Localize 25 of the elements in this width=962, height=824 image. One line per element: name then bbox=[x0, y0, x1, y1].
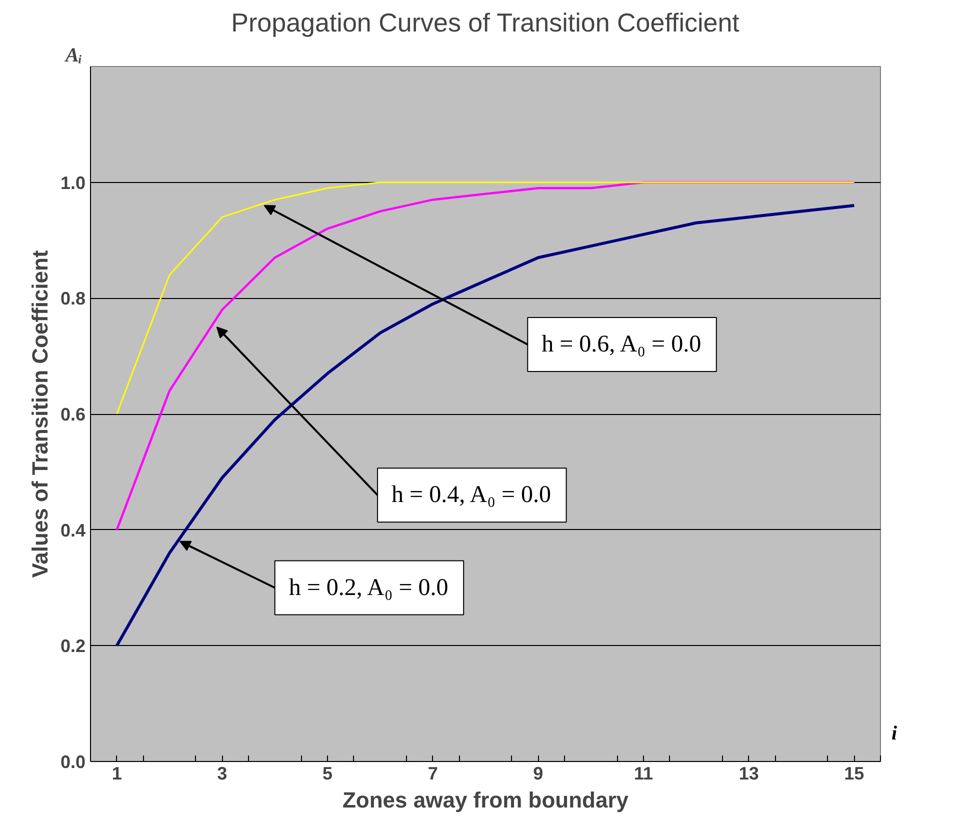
y-tick-label: 0.0 bbox=[60, 752, 86, 772]
y-tick-label: 0.8 bbox=[60, 288, 86, 309]
y-tick-label: 1.0 bbox=[60, 172, 86, 193]
y-tick-label: 0.4 bbox=[60, 520, 86, 540]
annotation: h = 0.2, A₀ = 0.0 bbox=[288, 574, 448, 601]
line-series bbox=[116, 182, 855, 415]
line-series bbox=[116, 181, 856, 531]
x-tick-label: 15 bbox=[844, 764, 864, 784]
x-tick-label: 5 bbox=[322, 764, 333, 784]
y-tick-label: 0.2 bbox=[60, 636, 86, 656]
annotation: h = 0.4, A₀ = 0.0 bbox=[392, 482, 551, 508]
annotation: h = 0.6, A₀ = 0.0 bbox=[542, 332, 702, 358]
x-tick-label: 11 bbox=[634, 764, 654, 784]
x-tick-label: 3 bbox=[217, 764, 228, 784]
x-axis-title: Zones away from boundary bbox=[342, 788, 630, 812]
y-tick-label: 0.6 bbox=[60, 404, 86, 424]
y-axis-title: Values of Transition Coefficient bbox=[27, 250, 52, 578]
text: Aᵢ bbox=[64, 44, 82, 66]
chart-title: Propagation Curves of Transition Coefficient bbox=[231, 8, 740, 38]
line-series bbox=[115, 204, 856, 648]
x-tick-label: 9 bbox=[533, 764, 544, 784]
text: i bbox=[892, 722, 898, 745]
x-tick-label: 13 bbox=[738, 764, 759, 784]
x-tick-label: 7 bbox=[428, 764, 438, 784]
x-tick-label: 1 bbox=[112, 764, 122, 784]
